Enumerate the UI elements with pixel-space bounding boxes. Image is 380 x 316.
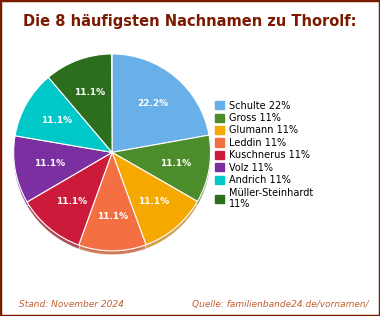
Wedge shape bbox=[14, 136, 112, 202]
Wedge shape bbox=[112, 58, 209, 156]
Text: 11.1%: 11.1% bbox=[74, 88, 105, 97]
Text: Die 8 häufigsten Nachnamen zu Thorolf:: Die 8 häufigsten Nachnamen zu Thorolf: bbox=[23, 14, 357, 29]
Wedge shape bbox=[112, 152, 198, 245]
Wedge shape bbox=[15, 77, 112, 152]
Text: 11.1%: 11.1% bbox=[33, 159, 65, 168]
Text: 11.1%: 11.1% bbox=[160, 159, 191, 168]
Text: 11.1%: 11.1% bbox=[41, 116, 72, 125]
Text: 22.2%: 22.2% bbox=[138, 99, 169, 108]
Text: 11.1%: 11.1% bbox=[55, 197, 87, 206]
Wedge shape bbox=[112, 54, 209, 152]
Wedge shape bbox=[27, 152, 112, 245]
Text: Stand: November 2024: Stand: November 2024 bbox=[19, 300, 124, 309]
Wedge shape bbox=[48, 54, 112, 152]
Wedge shape bbox=[112, 156, 198, 249]
Wedge shape bbox=[14, 140, 112, 206]
Wedge shape bbox=[48, 58, 112, 156]
Text: 11.1%: 11.1% bbox=[97, 212, 128, 221]
Wedge shape bbox=[15, 81, 112, 156]
Text: Quelle: familienbande24.de/vornamen/: Quelle: familienbande24.de/vornamen/ bbox=[192, 300, 369, 309]
Text: 11.1%: 11.1% bbox=[138, 197, 169, 206]
Wedge shape bbox=[112, 139, 211, 205]
Legend: Schulte 22%, Gross 11%, Glumann 11%, Leddin 11%, Kuschnerus 11%, Volz 11%, Andri: Schulte 22%, Gross 11%, Glumann 11%, Led… bbox=[213, 99, 315, 211]
Wedge shape bbox=[27, 156, 112, 249]
Wedge shape bbox=[79, 152, 146, 251]
Wedge shape bbox=[112, 135, 211, 201]
Wedge shape bbox=[79, 156, 146, 255]
